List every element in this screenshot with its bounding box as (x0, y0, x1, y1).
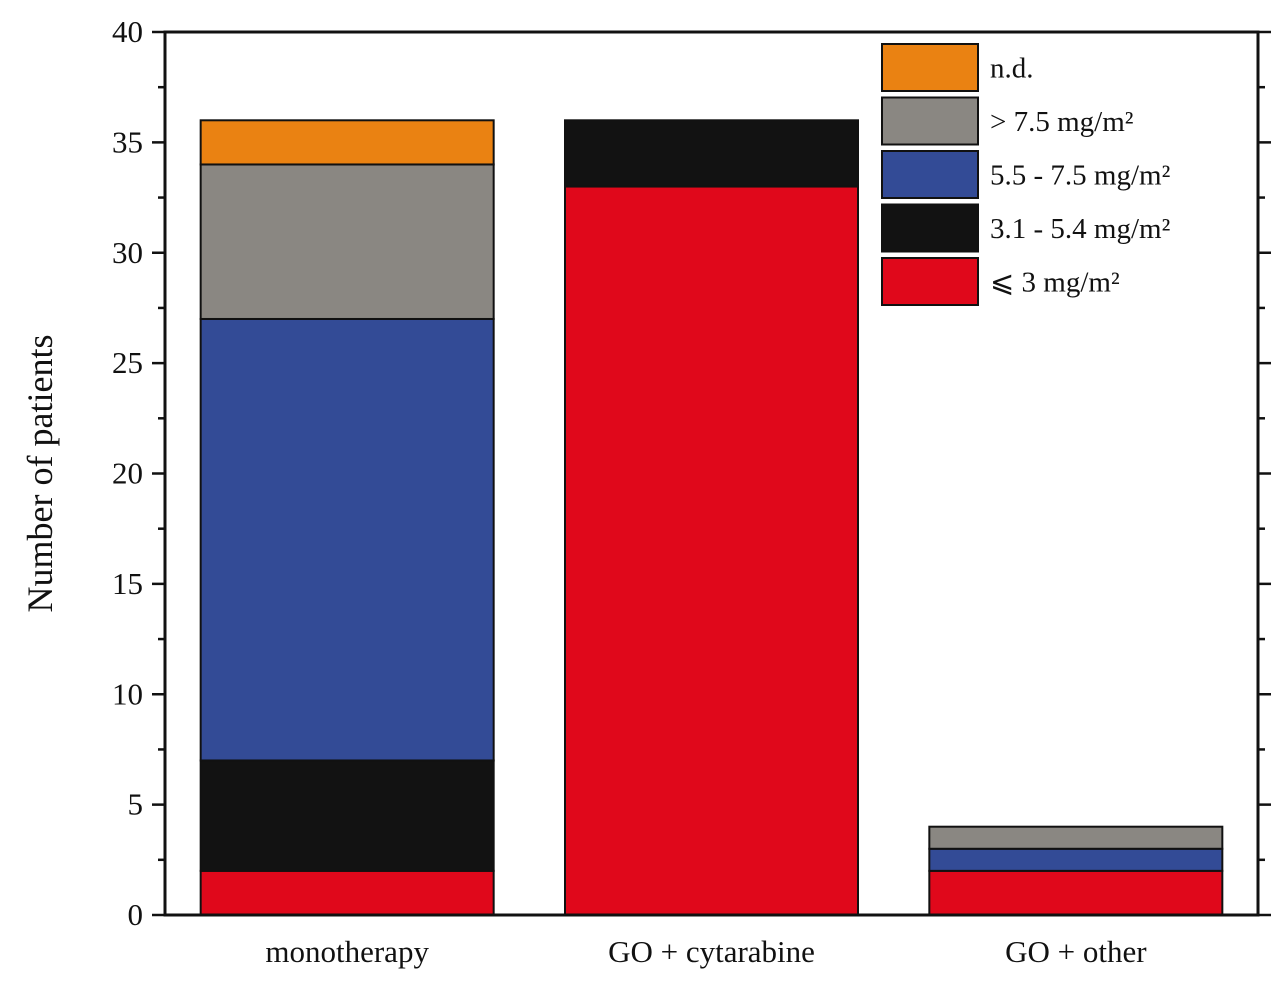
y-tick-label: 0 (128, 897, 144, 932)
x-category-label: GO + cytarabine (608, 934, 815, 969)
y-tick-label: 5 (128, 787, 144, 822)
x-category-label: GO + other (1005, 934, 1147, 969)
y-tick-label: 35 (112, 124, 143, 159)
y-tick-label: 20 (112, 456, 143, 491)
y-tick-label: 15 (112, 566, 143, 601)
bar-segment (199, 317, 495, 762)
legend-swatch (881, 257, 979, 306)
bars-group (199, 119, 1224, 916)
legend-swatch (881, 203, 979, 253)
bar-segment (564, 185, 859, 916)
y-ticks-group: 0 5 10 15 20 25 30 35 40 (112, 14, 1271, 932)
y-tick-label: 10 (112, 676, 143, 711)
legend-label: n.d. (990, 53, 1034, 85)
legend-label: 5.5 - 7.5 mg/m² (990, 160, 1171, 192)
legend-label: 3.1 - 5.4 mg/m² (990, 213, 1171, 245)
category-labels-group: monotherapy GO + cytarabine GO + other (265, 934, 1147, 969)
bar-segment (928, 869, 1224, 916)
legend-swatch (881, 43, 979, 92)
y-tick-label: 40 (112, 14, 143, 49)
y-tick-label: 25 (112, 345, 143, 380)
legend-label: ⩽ 3 mg/m² (990, 267, 1120, 299)
bar-segment (199, 119, 495, 166)
bar-segment (199, 869, 495, 916)
legend-swatch (881, 96, 979, 146)
bar-segment (928, 825, 1224, 850)
bar-segment (199, 759, 495, 872)
legend-label: > 7.5 mg/m² (990, 106, 1134, 138)
bar-segment (928, 847, 1224, 872)
bar-segment (199, 163, 495, 320)
legend: n.d. > 7.5 mg/m² 5.5 - 7.5 mg/m² 3.1 - 5.4 … (881, 43, 1171, 306)
y-axis-title: Number of patients (20, 335, 60, 613)
x-category-label: monotherapy (265, 934, 429, 969)
y-tick-label: 30 (112, 235, 143, 270)
bar-segment (564, 119, 859, 188)
legend-swatch (881, 150, 979, 199)
